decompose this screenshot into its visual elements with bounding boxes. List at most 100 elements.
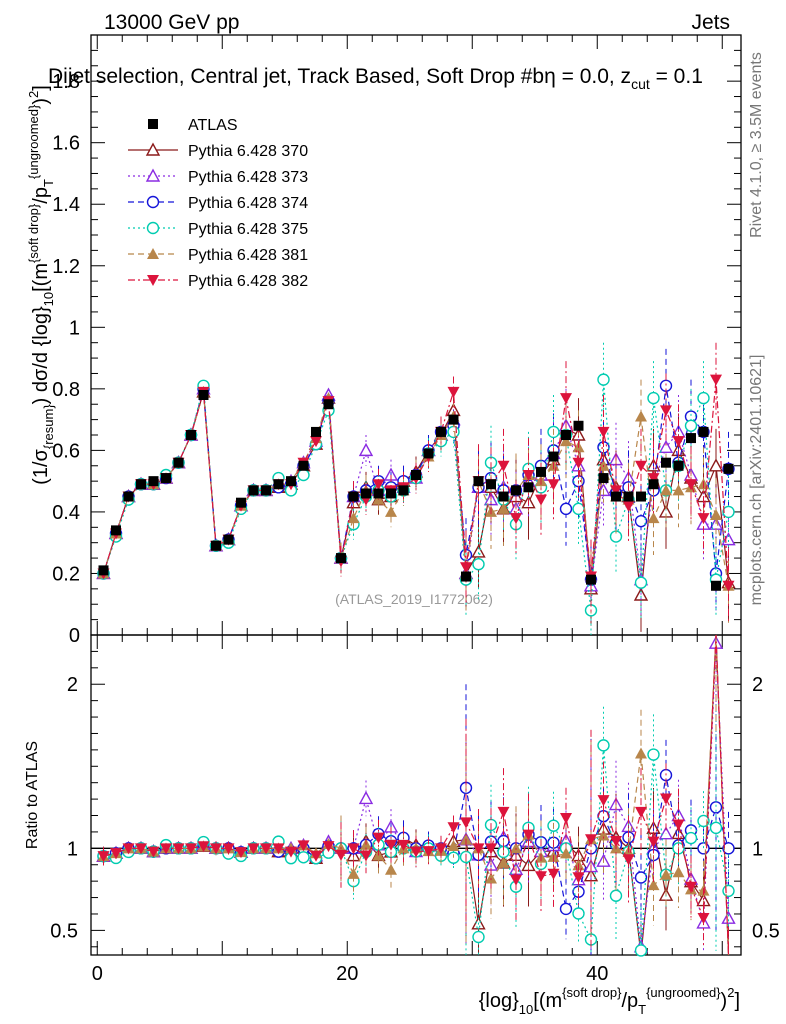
data-point [686, 433, 696, 444]
data-point [311, 426, 321, 437]
ratio-point [647, 836, 660, 848]
data-point [560, 435, 572, 447]
ratio-point [597, 739, 610, 752]
data-point [460, 562, 472, 574]
legend-label: ATLAS [188, 117, 238, 134]
legend-marker [145, 168, 161, 182]
ratio-point [347, 843, 360, 855]
data-point [236, 497, 246, 508]
ratio-point [685, 881, 697, 893]
data-point [361, 488, 371, 499]
legend-marker [146, 221, 160, 235]
x-axis-label: {log}10[(m{soft drop}/pT{ungroomed})2] [479, 985, 740, 1017]
data-point [336, 553, 346, 564]
params-text: η = 0.0, z [544, 65, 631, 88]
ratio-point [560, 847, 572, 859]
data-point [536, 466, 546, 477]
data-point [273, 479, 284, 490]
data-point [623, 491, 634, 502]
ratio-point [422, 846, 435, 858]
ratio-point [721, 910, 736, 924]
ratio-point [358, 790, 374, 805]
ratio-point [385, 839, 397, 851]
data-point [658, 439, 674, 454]
ratio-point [610, 836, 622, 848]
data-point [461, 571, 471, 582]
data-point [372, 479, 385, 491]
data-point [622, 500, 635, 512]
data-point [611, 491, 621, 502]
y-tick-label-main: 1.4 [52, 194, 80, 216]
ratio-line [103, 634, 730, 956]
ratio-point [635, 747, 647, 759]
ratio-point [460, 817, 472, 829]
data-point [710, 374, 722, 386]
data-point [385, 505, 397, 517]
y-tick-label-main: 1.8 [52, 71, 80, 93]
ratio-point [697, 842, 710, 855]
ratio-point [559, 902, 573, 916]
data-point [510, 513, 522, 525]
ratio-point [472, 843, 485, 855]
data-point [136, 479, 146, 490]
ratio-y-axis-label: Ratio to ATLAS [24, 741, 41, 849]
data-point [722, 580, 735, 592]
data-point [297, 468, 310, 482]
ratio-point [635, 806, 647, 818]
data-point [511, 485, 521, 496]
data-point [635, 460, 647, 472]
data-point [348, 491, 359, 502]
data-point [436, 426, 446, 437]
data-point [708, 458, 724, 472]
legend-label: Pythia 6.428 381 [188, 247, 308, 264]
ratio-point [647, 879, 660, 891]
ratio-point [285, 846, 297, 858]
ratio-point [609, 889, 623, 902]
series-0 [98, 390, 734, 591]
data-point [635, 410, 647, 422]
ratio-point [197, 841, 210, 853]
axes-layer: 0 20 40 0 0.2 0.4 0.6 0.8 1 1.2 1.4 1.6 1.8 0.5 0.5 1 1 2… [50, 35, 780, 985]
ratio-point [122, 843, 135, 855]
data-point [711, 580, 721, 591]
data-point [347, 512, 360, 524]
ratio-point [435, 843, 447, 855]
rivet-label: Rivet 4.1.0, ≥ 3.5M events [748, 52, 765, 238]
data-point [498, 491, 509, 502]
analysis-watermark: (ATLAS_2019_I1772062) [335, 591, 493, 607]
ratio-point [585, 834, 597, 846]
x-tick-label: 0 [92, 963, 103, 985]
ratio-point [322, 841, 335, 853]
ratio-point [247, 843, 260, 855]
ratio-point [560, 813, 572, 825]
ratio-point [297, 840, 310, 852]
data-point [186, 430, 196, 440]
ratio-point [310, 850, 322, 862]
data-point [497, 502, 510, 514]
data-point [111, 525, 121, 536]
data-point [572, 502, 585, 516]
data-point [310, 436, 322, 448]
ratio-line [103, 643, 730, 947]
mcplots-label: mcplots.cern.ch [arXiv:2401.10621] [748, 355, 765, 606]
data-point [123, 491, 134, 502]
data-point [647, 512, 660, 524]
ratio-point [410, 846, 422, 858]
data-point [672, 484, 685, 496]
ratio-point [622, 854, 635, 866]
legend-label: Pythia 6.428 373 [188, 169, 308, 186]
data-point [697, 513, 710, 525]
data-point [323, 399, 334, 410]
ratio-point [397, 839, 410, 851]
data-point [358, 442, 374, 457]
data-point [597, 373, 610, 386]
ratio-point [272, 843, 285, 855]
group-label: Jets [691, 11, 730, 34]
data-point [710, 509, 722, 520]
legend-marker [147, 275, 159, 286]
data-point [698, 426, 709, 437]
data-point [673, 460, 684, 471]
ratio-point [510, 842, 522, 854]
data-point [471, 544, 486, 558]
data-point [660, 484, 672, 496]
